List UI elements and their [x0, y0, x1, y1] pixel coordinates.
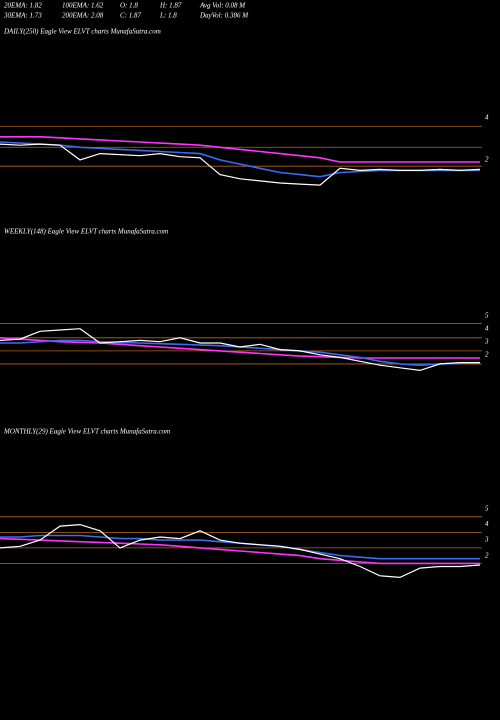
series-line [0, 136, 480, 163]
series-line [0, 523, 481, 579]
y-tick-label: 4 [485, 324, 489, 332]
header-stat: 20EMA: 1.82 [4, 2, 42, 10]
y-tick-label: 3 [484, 536, 489, 544]
header-stat: L: 1.8 [159, 12, 177, 20]
y-tick-label: 5 [485, 505, 489, 513]
panel-title: DAILY(250) Eagle View ELVT charts Munafa… [3, 28, 161, 36]
series-line [0, 328, 480, 372]
panel-title: MONTHLY(29) Eagle View ELVT charts Munaf… [3, 428, 170, 436]
header-stat: H: 1.87 [159, 2, 182, 10]
series-line [0, 143, 481, 186]
y-tick-label: 4 [485, 520, 489, 528]
y-tick-label: 5 [485, 311, 489, 319]
series-line [0, 537, 480, 565]
header-stat: 30EMA: 1.73 [3, 12, 42, 20]
header-stat: 100EMA: 1.62 [62, 2, 104, 10]
y-tick-label: 4 [485, 113, 489, 121]
header-stat: C: 1.87 [120, 12, 142, 20]
header-stat: 200EMA: 2.08 [62, 12, 104, 20]
panel-title: WEEKLY(148) Eagle View ELVT charts Munaf… [4, 228, 168, 236]
y-tick-label: 3 [484, 337, 489, 345]
header-stat: DayVol: 0.386 M [199, 12, 249, 20]
y-tick-label: 2 [485, 551, 489, 559]
header-stat: O: 1.8 [120, 2, 138, 10]
header-stat: Avg Vol: 0.08 M [199, 2, 246, 10]
y-tick-label: 2 [485, 156, 489, 164]
y-tick-label: 2 [485, 350, 489, 358]
series-line [0, 337, 480, 359]
